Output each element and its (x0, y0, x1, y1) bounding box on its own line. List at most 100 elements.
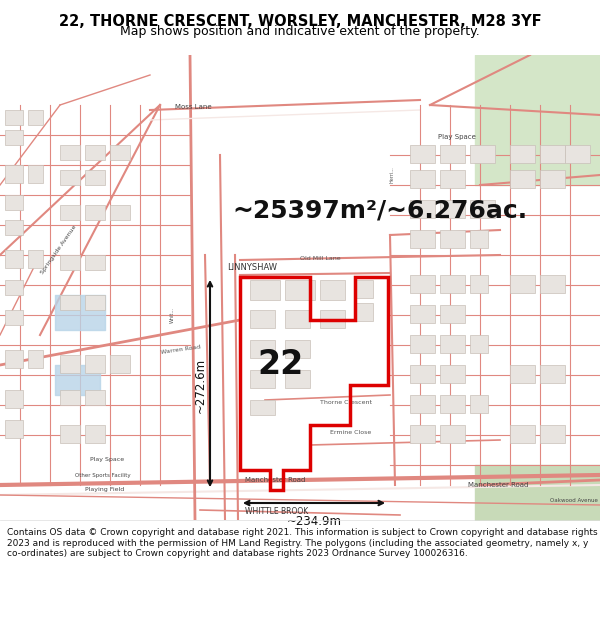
Bar (5, 250, 23, 268)
Bar (85, 145, 105, 160)
Bar (510, 425, 535, 443)
Text: Other Sports Facility: Other Sports Facility (75, 472, 131, 478)
Text: Springside Avenue: Springside Avenue (40, 224, 77, 276)
Text: LINNYSHAW: LINNYSHAW (227, 262, 277, 271)
Bar (510, 170, 535, 188)
Bar (60, 170, 80, 185)
Bar (60, 145, 80, 160)
Bar (5, 110, 23, 125)
Text: ~234.9m: ~234.9m (287, 515, 341, 528)
Bar (285, 370, 310, 388)
Text: 22, THORNE CRESCENT, WORSLEY, MANCHESTER, M28 3YF: 22, THORNE CRESCENT, WORSLEY, MANCHESTER… (59, 14, 541, 29)
Bar (5, 350, 23, 368)
Text: ~25397m²/~6.276ac.: ~25397m²/~6.276ac. (232, 198, 527, 222)
Text: Manchester Road: Manchester Road (468, 482, 529, 488)
Bar (470, 275, 488, 293)
Bar (410, 425, 435, 443)
Text: Map shows position and indicative extent of the property.: Map shows position and indicative extent… (120, 26, 480, 39)
Text: ~272.6m: ~272.6m (193, 357, 206, 412)
Bar (285, 280, 315, 300)
Bar (285, 340, 310, 358)
Bar (355, 303, 373, 321)
Bar (5, 165, 23, 183)
Bar (440, 275, 465, 293)
Bar (250, 280, 280, 300)
Bar (285, 310, 310, 328)
Bar (410, 145, 435, 163)
Bar (440, 365, 465, 383)
Bar (28, 110, 43, 125)
Bar (540, 365, 565, 383)
Bar (250, 370, 275, 388)
Bar (60, 355, 80, 373)
Text: WHITTLE BROOK: WHITTLE BROOK (245, 508, 308, 516)
Bar (320, 280, 345, 300)
Bar (565, 145, 590, 163)
Bar (540, 170, 565, 188)
Text: Thorne Crescent: Thorne Crescent (320, 401, 372, 406)
Bar (470, 230, 488, 248)
Bar (110, 145, 130, 160)
Bar (250, 400, 275, 415)
Bar (410, 305, 435, 323)
Bar (28, 350, 43, 368)
Bar (410, 335, 435, 353)
Text: 22: 22 (257, 349, 303, 381)
Bar (85, 170, 105, 185)
Bar (250, 310, 275, 328)
Bar (440, 425, 465, 443)
Bar (440, 170, 465, 188)
Bar (510, 275, 535, 293)
Bar (470, 200, 495, 218)
Bar (60, 390, 80, 405)
Text: Warren Road: Warren Road (160, 345, 200, 355)
Bar (110, 355, 130, 373)
Text: Playing Field: Playing Field (85, 488, 124, 492)
Bar (410, 395, 435, 413)
Text: Herri...: Herri... (390, 167, 395, 183)
Bar (540, 145, 565, 163)
Bar (470, 395, 488, 413)
Bar (440, 200, 465, 218)
Text: Old Mill Lane: Old Mill Lane (300, 256, 341, 261)
Bar (60, 205, 80, 220)
Text: Whit...: Whit... (170, 307, 175, 323)
Bar (85, 390, 105, 405)
Bar (440, 145, 465, 163)
Bar (110, 205, 130, 220)
Bar (540, 425, 565, 443)
Text: Moss Lane: Moss Lane (175, 104, 212, 110)
Bar (28, 250, 43, 268)
Bar (510, 145, 535, 163)
Bar (5, 220, 23, 235)
Bar (28, 165, 43, 183)
Text: Contains OS data © Crown copyright and database right 2021. This information is : Contains OS data © Crown copyright and d… (7, 528, 598, 558)
Bar (60, 255, 80, 270)
Bar (5, 195, 23, 210)
Bar (440, 395, 465, 413)
Bar (250, 340, 275, 358)
Bar (440, 230, 465, 248)
Bar (355, 280, 373, 298)
Text: Play Space: Play Space (438, 134, 476, 140)
Bar (5, 280, 23, 295)
Bar (320, 310, 345, 328)
Bar (470, 335, 488, 353)
Text: Play Space: Play Space (90, 458, 124, 462)
Bar (410, 170, 435, 188)
Bar (60, 425, 80, 443)
Bar (410, 275, 435, 293)
Text: Ermine Close: Ermine Close (330, 431, 371, 436)
Bar (85, 425, 105, 443)
Bar (410, 200, 435, 218)
Bar (85, 205, 105, 220)
Bar (440, 305, 465, 323)
Bar (540, 275, 565, 293)
Bar (510, 365, 535, 383)
Bar (410, 365, 435, 383)
Bar (470, 145, 495, 163)
Bar (5, 420, 23, 438)
Text: Oakwood Avenue: Oakwood Avenue (550, 498, 598, 502)
Bar (410, 230, 435, 248)
Text: Manchester Road: Manchester Road (245, 477, 305, 483)
